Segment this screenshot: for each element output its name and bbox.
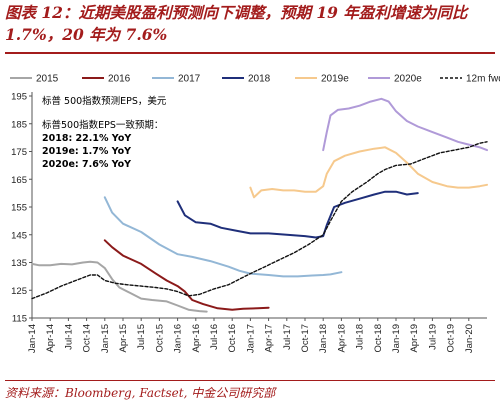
y-tick-label: 145 — [11, 230, 27, 241]
y-tick-label: 195 — [11, 92, 27, 103]
x-tick-label: Oct-14 — [82, 324, 93, 353]
x-tick-label: Apr-14 — [45, 324, 56, 353]
x-tick-label: Oct-19 — [446, 324, 457, 353]
x-tick-label: Oct-18 — [373, 324, 384, 353]
x-tick-label: Jul-18 — [355, 324, 366, 350]
x-tick-label: Jan-20 — [464, 324, 475, 353]
series-line-2017 — [103, 196, 343, 278]
axes: 115 125 135 145 155 165 175 185 195 Jan-14 Apr-14 J… — [11, 92, 487, 353]
y-tick-label: 185 — [11, 119, 27, 130]
x-tick-label: Oct-15 — [154, 324, 165, 353]
annotation-line: 标普500指数EPS一致预期： — [42, 119, 163, 131]
x-tick-label: Jan-17 — [245, 324, 256, 353]
annotation-line: 标普 500指数预测EPS，美元 — [42, 95, 167, 107]
series-line-2016 — [103, 239, 270, 311]
x-tick-label: Jan-15 — [100, 324, 111, 353]
x-tick-label: Jul-14 — [63, 324, 74, 350]
legend-label-2016: 2016 — [108, 74, 131, 85]
legend-label-12m fwd: 12m fwd — [466, 74, 500, 85]
x-tick-label: Jul-16 — [209, 324, 220, 350]
annotation-line: 2020e: 7.6% YoY — [42, 159, 131, 170]
x-tick-label: Jul-19 — [427, 324, 438, 350]
legend-label-2020e: 2020e — [394, 74, 422, 85]
series-line-12m fwd — [31, 141, 488, 300]
y-tick-label: 115 — [12, 314, 27, 325]
x-tick-label: Jan-18 — [318, 324, 329, 353]
annotation-line: 2019e: 1.7% YoY — [42, 146, 131, 157]
x-tick-label: Jan-16 — [173, 324, 184, 353]
legend-label-2019e: 2019e — [321, 74, 349, 85]
x-tick-label: Apr-19 — [409, 324, 420, 353]
x-tick-label: Apr-17 — [264, 324, 275, 353]
series-line-2015 — [31, 260, 208, 313]
y-tick-label: 165 — [11, 175, 27, 186]
x-tick-label: Apr-16 — [191, 324, 202, 353]
x-tick-label: Apr-15 — [118, 324, 129, 353]
annotation-line: 2018: 22.1% YoY — [42, 133, 131, 144]
x-tick-label: Jan-19 — [391, 324, 402, 353]
legend-label-2017: 2017 — [178, 74, 201, 85]
x-tick-label: Apr-18 — [336, 324, 347, 353]
series-line-2019e — [249, 146, 488, 199]
y-tick-label: 125 — [11, 286, 27, 297]
source-divider — [5, 380, 495, 381]
y-tick-label: 135 — [11, 258, 27, 269]
x-tick-label: Jul-15 — [136, 324, 147, 350]
legend-label-2015: 2015 — [36, 74, 59, 85]
series-lines — [31, 97, 488, 313]
y-tick-label: 155 — [11, 203, 27, 214]
x-tick-label: Jul-17 — [282, 324, 293, 350]
y-tick-label: 175 — [11, 147, 27, 158]
chart-title: 图表 12：近期美股盈利预测向下调整，预期 19 年盈利增速为同比 1.7%，2… — [5, 3, 468, 44]
x-tick-label: Oct-16 — [227, 324, 238, 353]
series-line-2018 — [176, 190, 419, 239]
series-line-2020e — [322, 97, 488, 152]
legend: 2015 2016 2017 2018 2019e 2020e 12m fwd — [10, 74, 500, 85]
legend-label-2018: 2018 — [248, 74, 271, 85]
eps-line-chart: 2015 2016 2017 2018 2019e 2020e 12m fwd 115 125… — [10, 74, 500, 353]
title-divider — [5, 52, 495, 54]
x-tick-label: Oct-17 — [300, 324, 311, 353]
source-note: 资料来源：Bloomberg, Factset, 中金公司研究部 — [5, 386, 276, 400]
x-tick-label: Jan-14 — [27, 324, 38, 353]
